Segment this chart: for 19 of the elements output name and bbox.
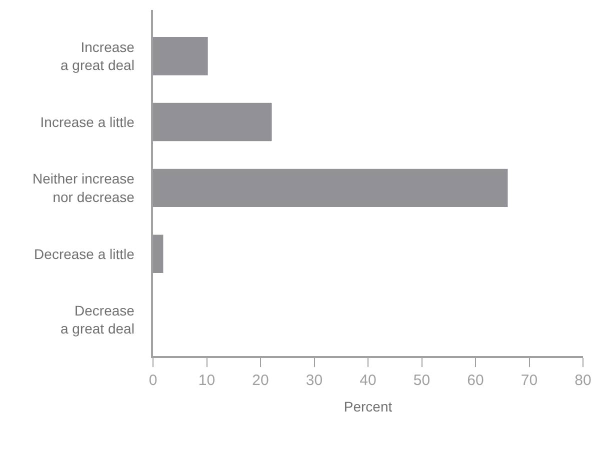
bar [153, 168, 508, 208]
x-tick-label: 20 [252, 372, 269, 389]
y-tick-label: Decrease a little [34, 246, 135, 262]
bar [153, 234, 164, 273]
x-tick-label: 10 [198, 372, 216, 389]
x-tick-label: 30 [306, 372, 323, 389]
bar [153, 37, 208, 76]
y-tick-label: Neither increase nor decrease [32, 170, 135, 205]
x-tick-label: 70 [520, 372, 538, 389]
y-tick-label: Decrease a great deal [60, 302, 135, 337]
x-tick-label: 40 [360, 372, 376, 389]
y-tick-label: Increase a little [40, 114, 135, 130]
x-tick-label: 80 [574, 372, 592, 389]
bar [153, 102, 272, 142]
x-axis-title: Percent [344, 398, 392, 415]
y-tick-label: Increase a great deal [60, 38, 135, 74]
x-tick-label: 0 [148, 372, 158, 389]
x-tick-label: 60 [467, 372, 484, 389]
x-tick-label: 50 [413, 372, 430, 389]
